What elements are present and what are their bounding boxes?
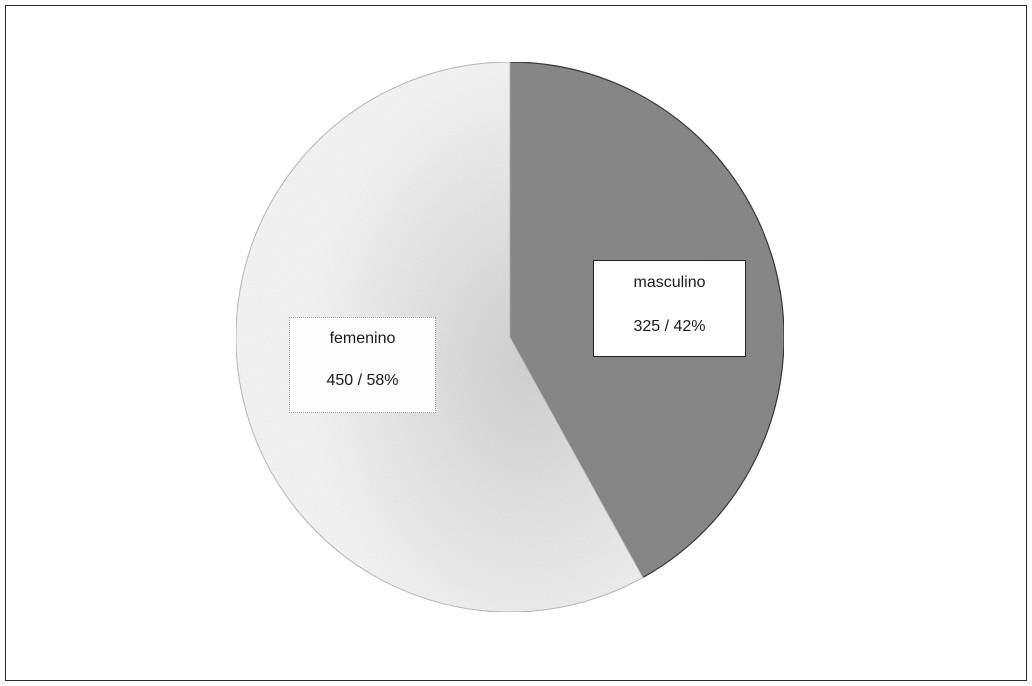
pie-slice-femenino <box>235 61 644 613</box>
slice-category-femenino: femenino <box>329 330 396 347</box>
slice-value-masculino: 325 / 42% <box>633 318 706 335</box>
slice-category-masculino: masculino <box>633 274 706 291</box>
slice-label-femenino: femenino 450 / 58% <box>289 317 436 413</box>
slice-label-masculino: masculino 325 / 42% <box>593 260 746 357</box>
slice-value-femenino: 450 / 58% <box>326 372 399 389</box>
